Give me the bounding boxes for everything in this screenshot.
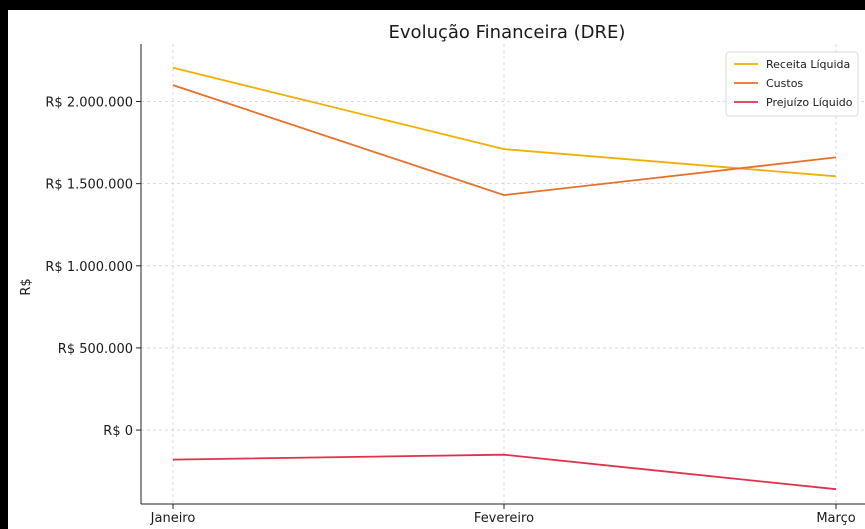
series-line (172, 453, 837, 491)
legend-box (725, 51, 859, 117)
series-line (172, 84, 837, 197)
y-tick-label: R$ 0 (103, 424, 133, 439)
y-tick-label: R$ 1.000.000 (45, 260, 133, 275)
y-axis-label: R$ (19, 278, 34, 295)
y-tick-label: R$ 1.500.000 (45, 178, 133, 193)
series-line (172, 66, 837, 178)
legend-label: Receita Líquida (766, 58, 850, 71)
x-tick-label: Janeiro (150, 511, 196, 526)
y-tick-label: R$ 500.000 (58, 342, 133, 357)
x-tick-label: Março (816, 511, 855, 526)
legend-label: Custos (766, 77, 803, 90)
x-tick-label: Fevereiro (474, 511, 534, 526)
y-tick-label: R$ 2.000.000 (45, 96, 133, 111)
chart-title: Evolução Financeira (DRE) (389, 22, 626, 43)
line-chart: R$ 0 R$ 500.000 R$ 1.000.000 R$ 1.500.000 R$… (19, 22, 865, 526)
chart-frame: R$ 0 R$ 500.000 R$ 1.000.000 R$ 1.500.000 R$… (8, 10, 865, 529)
legend-label: Prejuízo Líquido (766, 96, 853, 109)
